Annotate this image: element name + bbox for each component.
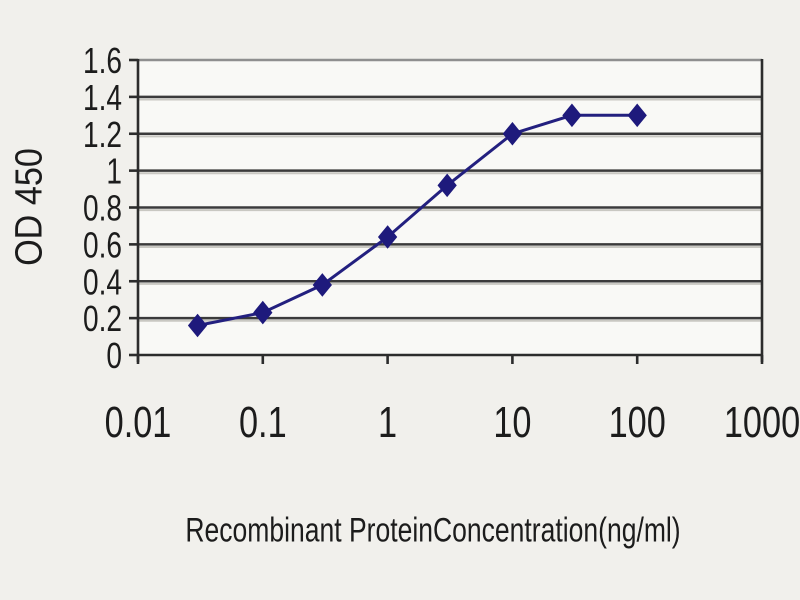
data-point-marker (562, 103, 582, 128)
data-point-marker (437, 173, 457, 198)
x-tick-label: 1 (378, 398, 397, 447)
y-tick-label: 1 (106, 151, 122, 191)
y-tick-label: 0.8 (83, 188, 122, 228)
x-tick-label: 10 (493, 398, 531, 447)
y-tick-label: 0.4 (83, 262, 122, 302)
y-tick-label: 1.6 (83, 41, 122, 81)
x-axis-title: Recombinant ProteinConcentration(ng/ml) (185, 511, 681, 550)
y-tick-label: 0 (106, 336, 122, 376)
y-tick-label: 1.2 (83, 114, 122, 154)
data-point-marker (627, 103, 647, 128)
data-point-marker (187, 313, 208, 338)
data-point-marker (377, 225, 398, 249)
x-tick-label: 0.1 (239, 398, 287, 447)
x-tick-label: 0.01 (105, 398, 172, 447)
data-line (197, 113, 638, 327)
data-point-marker (312, 273, 332, 297)
y-tick-label: 1.4 (83, 78, 122, 118)
data-point-marker (502, 121, 523, 146)
y-axis-title: OD 450 (8, 148, 51, 266)
x-tick-label: 1000 (724, 398, 800, 447)
y-tick-label: 0.6 (83, 225, 122, 265)
x-tick-label: 100 (609, 398, 666, 447)
y-tick-label: 0.2 (83, 299, 122, 339)
data-point-marker (253, 300, 273, 325)
